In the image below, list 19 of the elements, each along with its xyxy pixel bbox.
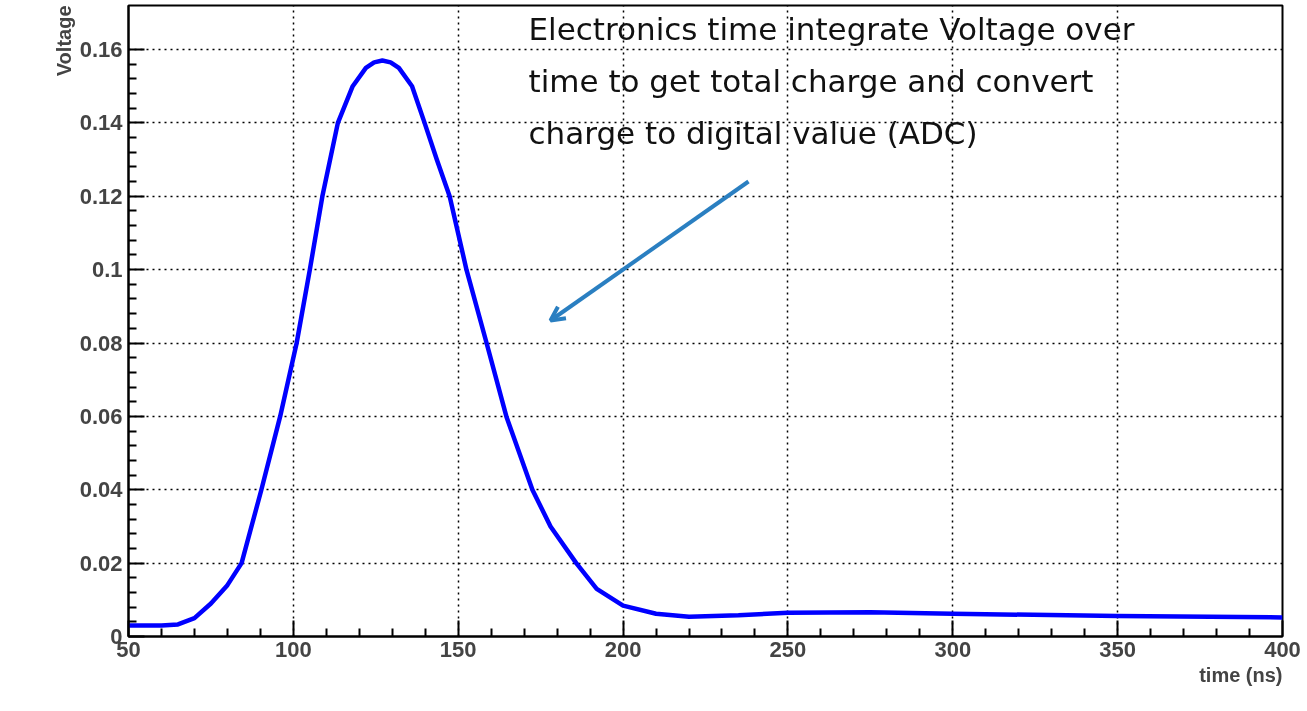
annotation: Electronics time integrate Voltage over time to get total charge and convert charge to digital value (ADC) <box>528 10 1135 151</box>
x-tick-label: 250 <box>769 636 807 662</box>
x-tick-label: 350 <box>1099 636 1137 662</box>
y-tick-label: 0.02 <box>79 550 123 576</box>
y-axis-title: Voltage <box>52 5 75 77</box>
x-tick-label: 100 <box>275 636 312 662</box>
y-tick-label: 0.14 <box>79 110 124 136</box>
y-tick-label: 0.1 <box>91 257 123 283</box>
line-series <box>128 58 1283 628</box>
y-tick-label: 0.08 <box>79 330 123 356</box>
x-tick-label: 400 <box>1264 636 1301 662</box>
x-axis-title: time (ns) <box>1199 663 1283 686</box>
y-tick-label: 0.06 <box>79 403 123 429</box>
x-tick-label: 300 <box>934 636 972 662</box>
x-tick-label: 200 <box>604 636 642 662</box>
y-tick-label: 0.12 <box>79 183 123 209</box>
y-tick-label: 0.16 <box>79 37 123 63</box>
x-tick-label: 150 <box>439 636 477 662</box>
y-tick-label: 0.04 <box>79 477 124 503</box>
